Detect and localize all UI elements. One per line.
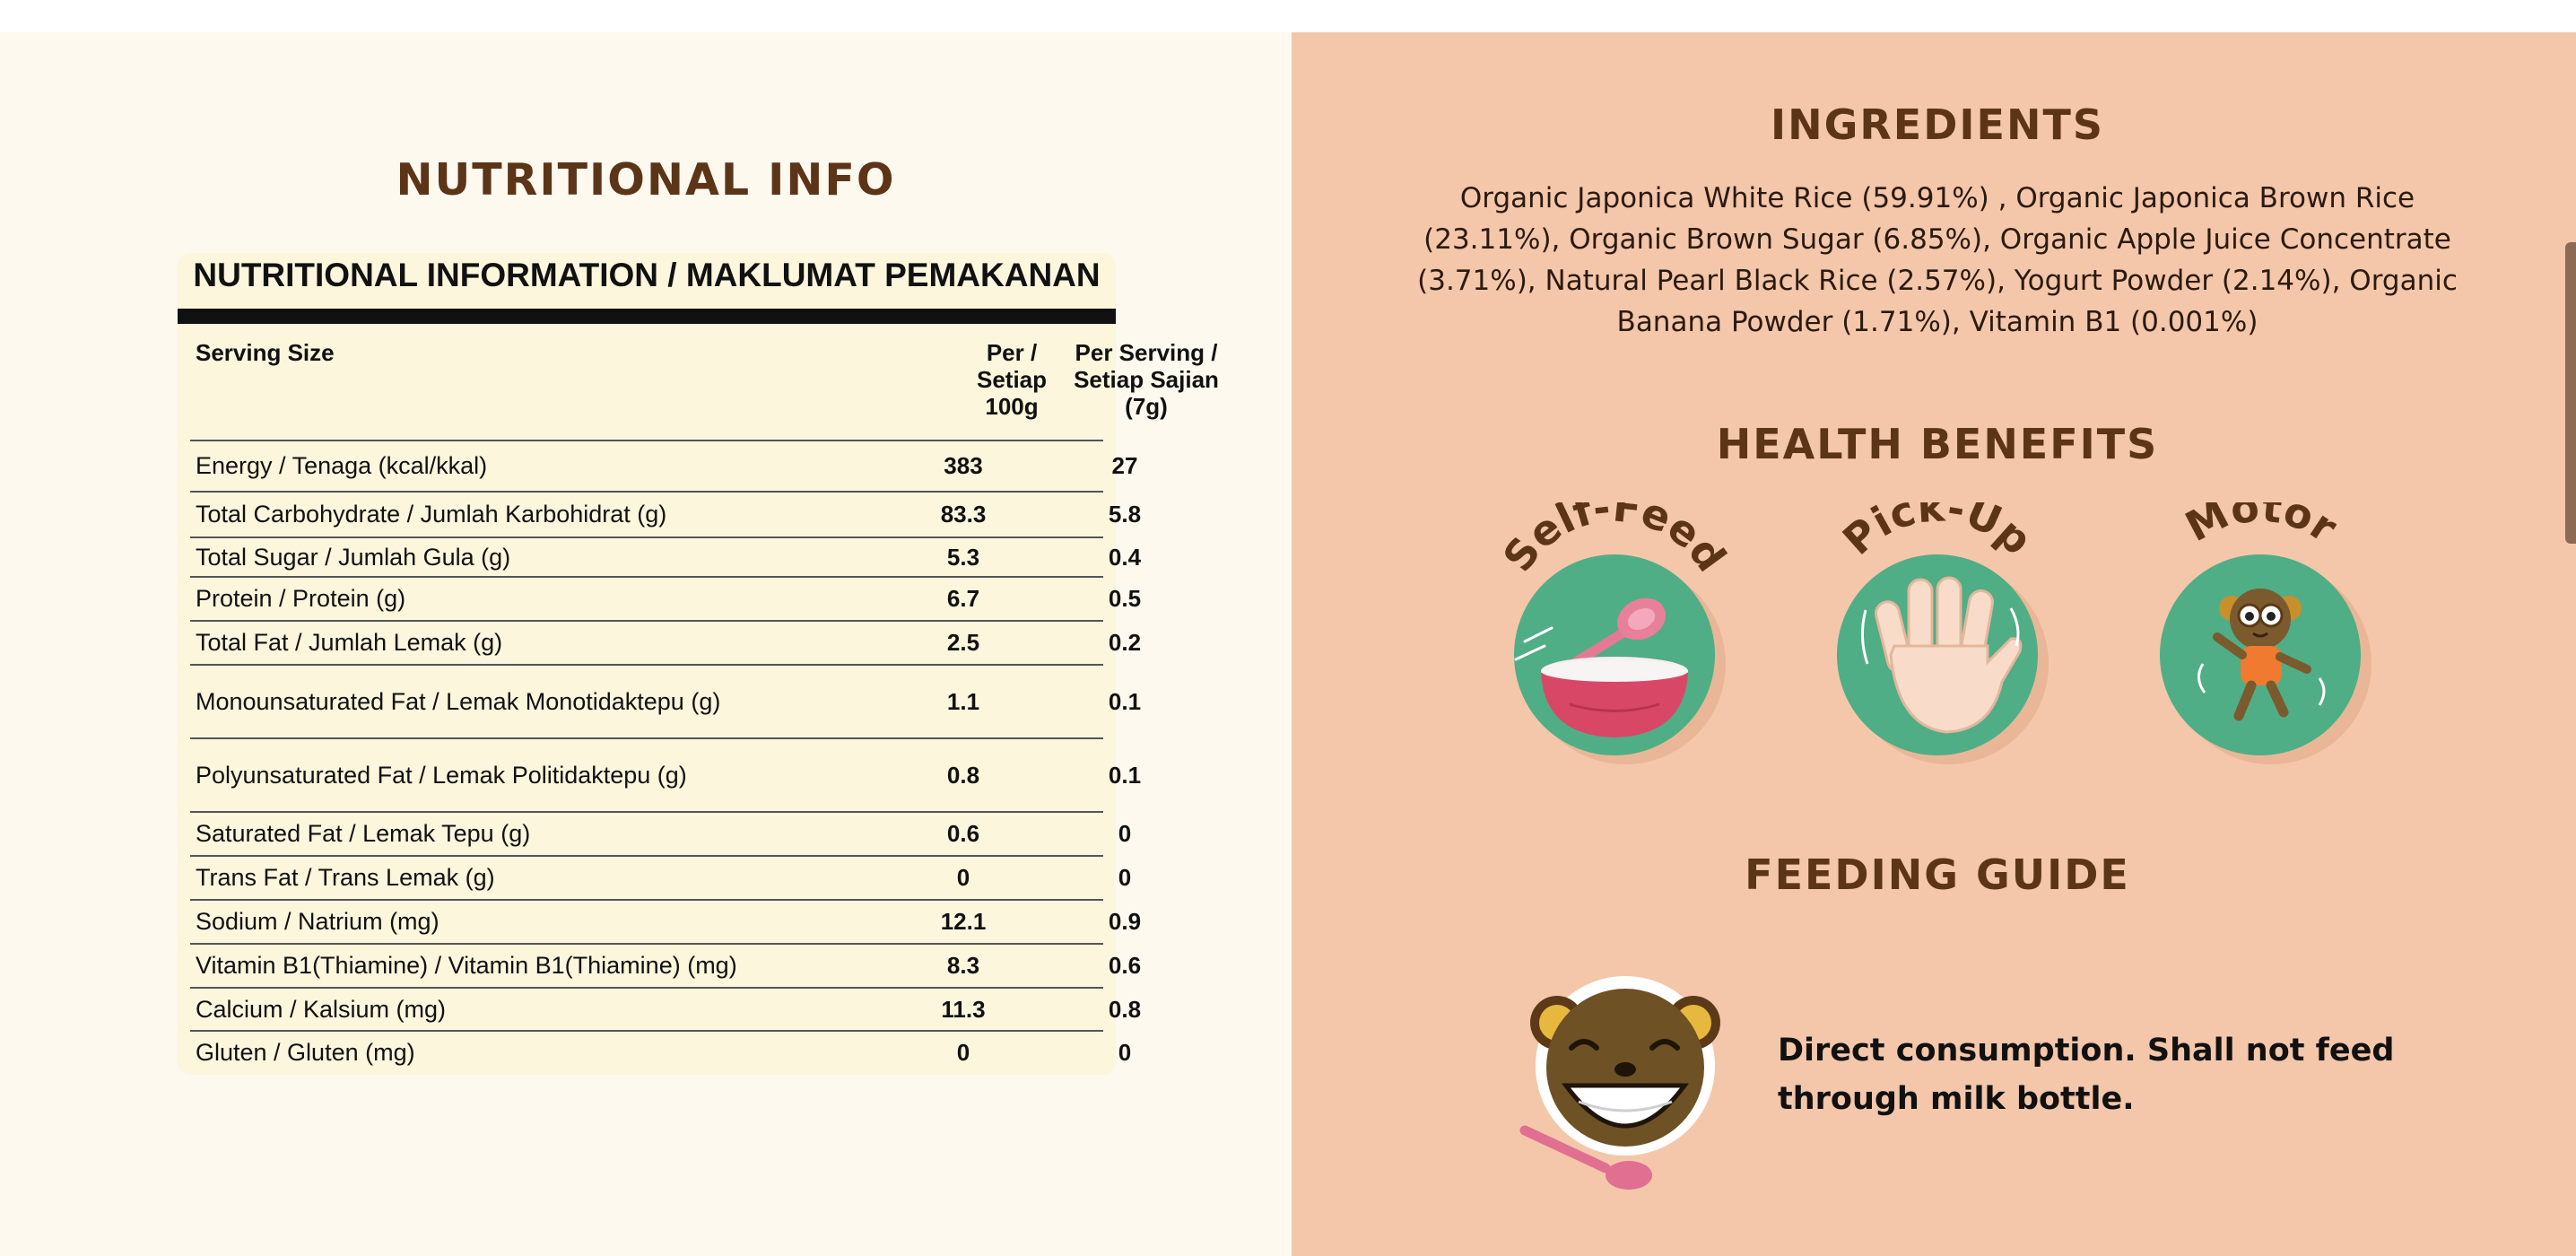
benefit-pick-up: Pick-Up (1812, 502, 2063, 789)
nutrient-name: Calcium / Kalsium (mg) (196, 996, 447, 1023)
column-header-line: 100g (985, 393, 1039, 420)
benefit-label: Motor (2178, 502, 2345, 552)
table-row: Monounsaturated Fat / Lemak Monotidaktep… (190, 664, 1141, 737)
feeding-mascot (1507, 969, 1758, 1193)
feeding-guide-text: Direct consumption. Shall not feed throu… (1778, 1033, 2395, 1117)
value-per-serving: 0 (1118, 1038, 1132, 1066)
nutrient-name: Saturated Fat / Lemak Tepu (g) (196, 820, 531, 847)
value-per-serving: 0.2 (1108, 629, 1142, 656)
value-per-100g: 83.3 (940, 501, 987, 528)
nutrition-table-title: NUTRITIONAL INFORMATION / MAKLUMAT PEMAK… (193, 257, 1101, 293)
value-per-serving: 0 (1118, 820, 1132, 847)
column-header-per-serving: Per Serving / Setiap Sajian (7g) (1048, 339, 1245, 420)
table-row: Gluten / Gluten (mg) 0 0 (190, 1030, 1131, 1073)
benefit-badge: Self-Feed (1493, 502, 1736, 764)
health-benefits-heading: HEALTH BENEFITS (1716, 420, 2159, 468)
monkey-dancing-icon (2197, 589, 2326, 721)
table-row: Energy / Tenaga (kcal/kkal) 383 27 (190, 440, 1137, 491)
table-row: Vitamin B1(Thiamine) / Vitamin B1(Thiami… (190, 943, 1141, 987)
table-row: Total Sugar / Jumlah Gula (g) 5.3 0.4 (190, 536, 1141, 576)
value-per-serving: 5.8 (1108, 501, 1142, 528)
column-header-per-100g: Per / Setiap 100g (949, 339, 1075, 420)
value-per-100g: 0 (956, 864, 970, 891)
benefit-badge: Pick-Up (1833, 502, 2049, 764)
value-per-100g: 5.3 (946, 543, 980, 571)
value-per-serving: 0 (1118, 864, 1132, 891)
value-per-100g: 8.3 (946, 952, 980, 979)
motion-line (2009, 607, 2020, 647)
value-per-100g: 0 (956, 1038, 970, 1066)
value-per-serving: 0.1 (1108, 761, 1142, 789)
value-per-100g: 383 (944, 452, 983, 479)
value-per-serving: 0.5 (1108, 585, 1142, 612)
table-row: Protein / Protein (g) 6.7 0.5 (190, 576, 1141, 620)
column-header-line: Setiap (976, 366, 1048, 393)
scrollbar[interactable] (2565, 242, 2576, 544)
benefit-self-feed: Self-Feed (1489, 502, 1740, 789)
nutrient-name: Total Carbohydrate / Jumlah Karbohidrat … (196, 501, 667, 528)
motion-line (1861, 609, 1869, 665)
value-per-serving: 0.9 (1108, 908, 1142, 935)
bowl-spoon-icon (1514, 597, 1688, 737)
value-per-serving: 0.6 (1108, 952, 1142, 979)
column-header-line: Per Serving / (1075, 339, 1218, 366)
value-per-serving: 0.4 (1108, 543, 1142, 571)
value-per-100g: 0.6 (946, 820, 980, 847)
ingredients-text: Organic Japonica White Rice (59.91%) , O… (1417, 182, 2458, 338)
nutrient-name: Trans Fat / Trans Lemak (g) (196, 864, 495, 891)
value-per-100g: 6.7 (946, 585, 980, 612)
table-row: Trans Fat / Trans Lemak (g) 0 0 (190, 855, 1131, 899)
table-row: Sodium / Natrium (mg) 12.1 0.9 (190, 899, 1141, 943)
hand-icon (1874, 576, 2023, 734)
nutrient-name: Total Sugar / Jumlah Gula (g) (196, 543, 511, 571)
svg-text:Motor: Motor (2178, 502, 2345, 552)
value-per-100g: 2.5 (946, 629, 980, 656)
nutrient-name: Gluten / Gluten (mg) (196, 1038, 415, 1066)
ingredients-heading: INGREDIENTS (1771, 100, 2104, 149)
value-per-100g: 11.3 (941, 996, 986, 1023)
value-per-100g: 1.1 (946, 687, 980, 715)
value-per-serving: 0.1 (1108, 687, 1142, 715)
column-header-line: Per / (986, 339, 1038, 366)
nutrient-name: Total Fat / Jumlah Lemak (g) (196, 629, 503, 656)
benefit-badge: Motor (2160, 502, 2371, 764)
nutrient-name: Monounsaturated Fat / Lemak Monotidaktep… (196, 687, 721, 715)
table-row: Polyunsaturated Fat / Lemak Politidaktep… (190, 737, 1141, 811)
nutrition-table: NUTRITIONAL INFORMATION / MAKLUMAT PEMAK… (178, 253, 1219, 1075)
value-per-serving: 27 (1111, 452, 1138, 479)
feeding-guide-heading: FEEDING GUIDE (1745, 850, 2130, 899)
table-row: Total Carbohydrate / Jumlah Karbohidrat … (190, 491, 1141, 536)
table-row: Total Fat / Jumlah Lemak (g) 2.5 0.2 (190, 620, 1141, 664)
value-per-100g: 12.1 (940, 908, 987, 935)
column-header-line: Setiap Sajian (1074, 366, 1219, 393)
serving-size-label: Serving Size (196, 339, 335, 366)
column-header-line: (7g) (1125, 393, 1168, 420)
table-row: Saturated Fat / Lemak Tepu (g) 0.6 0 (190, 811, 1131, 855)
nutrient-name: Protein / Protein (g) (196, 585, 406, 612)
value-per-serving: 0.8 (1108, 996, 1142, 1023)
nutrient-name: Energy / Tenaga (kcal/kkal) (196, 452, 488, 479)
title-divider (178, 309, 1116, 324)
value-per-100g: 0.8 (946, 761, 980, 789)
nutrition-heading: NUTRITIONAL INFO (396, 154, 896, 205)
table-row: Calcium / Kalsium (mg) 11.3 0.8 (190, 987, 1141, 1031)
benefit-motor: Motor (2135, 502, 2386, 789)
nutrient-name: Vitamin B1(Thiamine) / Vitamin B1(Thiami… (196, 952, 737, 979)
nutrient-name: Polyunsaturated Fat / Lemak Politidaktep… (196, 761, 687, 789)
nutrition-table-header: Serving Size Per / Setiap 100g Per Servi… (178, 336, 1219, 429)
monkey-spoon-icon (1519, 976, 1720, 1190)
nutrient-name: Sodium / Natrium (mg) (196, 908, 439, 935)
